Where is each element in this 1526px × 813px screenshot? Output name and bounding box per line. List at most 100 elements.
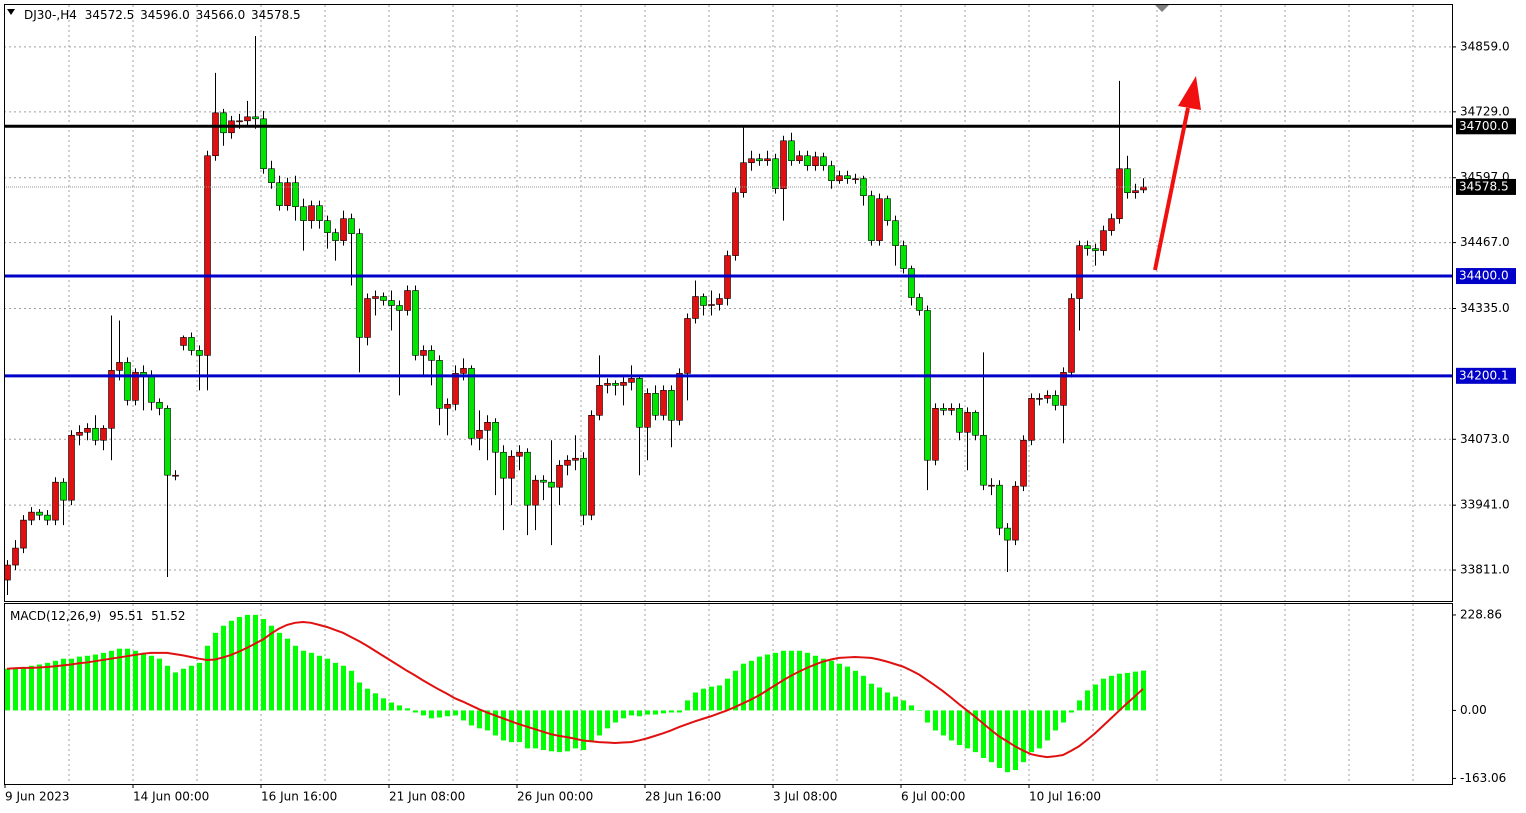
macd-bar [901,700,906,711]
candle-body [868,195,875,241]
macd-bar [845,666,850,711]
macd-bar [333,662,338,711]
trend-arrow-shaft [1153,107,1190,271]
y-tick-label: 34467.0 [1460,235,1510,249]
macd-bar [29,665,34,711]
candle-body [676,373,683,421]
macd-bar [893,696,898,711]
macd-bar [853,670,858,711]
macd-bar [293,645,298,711]
candle-body [556,464,563,488]
macd-bar [1013,710,1018,771]
candle-body [596,385,603,416]
candle-body [684,318,691,374]
macd-bar [485,710,490,731]
candle-body [300,206,307,221]
candle-body [1052,395,1059,406]
candle-body [84,427,91,433]
candle-body [748,158,755,164]
candle-body [900,245,907,269]
candle-body [236,120,243,123]
candle-body [932,408,939,461]
macd-bar [701,688,706,711]
level-label: 34200.1 [1459,368,1509,382]
candle-body [4,564,11,581]
macd-bar [413,710,418,713]
candle-body [812,156,819,167]
candle-body [204,155,211,356]
candle-body [412,290,419,356]
macd-bar [1021,710,1026,763]
macd-bar [213,632,218,711]
candle-body [788,140,795,162]
macd-bar [5,668,10,711]
candle-body [1076,245,1083,299]
macd-bar [205,645,210,711]
y-tick-label: 34729.0 [1460,104,1510,118]
macd-bar [629,710,634,716]
macd-bar [621,710,626,719]
macd-bar [1101,678,1106,711]
candle-body [372,296,379,299]
candle-body [700,296,707,306]
ohlc-close: 34578.5 [251,8,301,22]
candle-body [756,158,763,162]
current-price-box [1456,178,1516,195]
candle-body [1116,168,1123,219]
plot-layer: 34859.034729.034597.034467.034335.034073… [4,5,1516,804]
x-tick-label: 21 Jun 08:00 [389,790,465,804]
candle-body [76,431,83,436]
candle-body [836,175,843,182]
candle-body [764,158,771,162]
shift-marker [1155,5,1169,12]
candle-body [92,427,99,441]
macd-bar [125,648,130,711]
symbol: DJ30-,H4 [24,8,77,22]
macd-bar [309,652,314,711]
candle-body [1124,168,1131,193]
macd-bar [21,667,26,711]
macd-bar [573,710,578,749]
candle-body [996,484,1003,529]
candle-body [828,165,835,182]
macd-bar [597,710,602,736]
candle-body [156,402,163,409]
candle-body [1100,230,1107,251]
candle-body [476,429,483,439]
x-tick-label: 9 Jun 2023 [5,790,70,804]
y-tick-label: 228.86 [1460,607,1502,621]
y-tick-label: 34073.0 [1460,432,1510,446]
macd-bar [685,700,690,711]
candle-body [428,350,435,361]
candle-body [268,168,275,184]
level-label-box [1456,118,1516,135]
macd-bar [461,710,466,721]
candle-body [1020,439,1027,487]
macd-bar [77,656,82,711]
candle-body [196,350,203,356]
candle-body [364,298,371,338]
candle-body [308,205,315,221]
candle-body [100,427,107,441]
macd-bar [565,710,570,752]
candle-body [276,182,283,206]
y-tick-label: 34335.0 [1460,301,1510,315]
candle-body [796,155,803,162]
candle-body [188,337,195,351]
macd-bar [253,614,258,711]
candle-body [468,368,475,439]
candle-body [1028,398,1035,441]
candle-body [780,140,787,189]
candle-body [436,360,443,409]
candle-body [316,205,323,221]
macd-bar [517,710,522,743]
candle-body [1140,186,1147,191]
candle-body [988,484,995,487]
macd-bar [61,658,66,711]
macd-bar [973,710,978,753]
candle-body [36,511,43,516]
candle-body [28,511,35,521]
macd-bar [869,683,874,711]
candle-body [1084,245,1091,249]
macd-bar [117,648,122,711]
